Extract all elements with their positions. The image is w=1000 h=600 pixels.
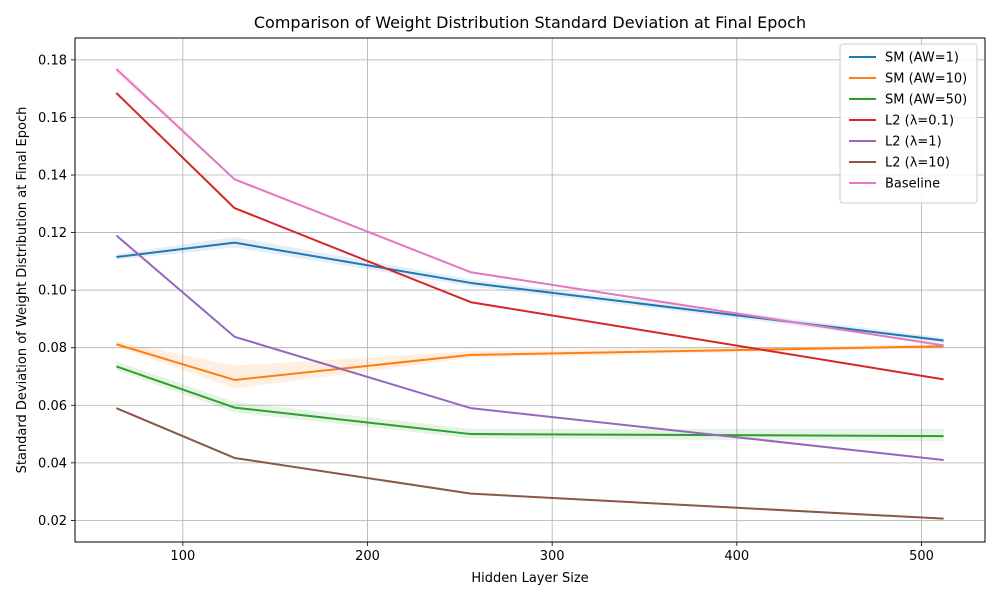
y-tick-label: 0.18 bbox=[38, 53, 67, 68]
axis-ticks: 100 200 300 400 500 0.02 0.04 0.06 0.08 0.10 0.12 0… bbox=[38, 53, 934, 564]
y-tick-label: 0.16 bbox=[38, 111, 67, 126]
y-tick-label: 0.08 bbox=[38, 341, 67, 356]
legend-label: L2 (λ=0.1) bbox=[885, 114, 954, 129]
x-tick-label: 200 bbox=[355, 549, 380, 564]
legend-label: SM (AW=50) bbox=[885, 93, 967, 108]
chart-title: Comparison of Weight Distribution Standa… bbox=[254, 13, 806, 32]
confidence-band bbox=[116, 361, 944, 442]
x-tick-label: 500 bbox=[909, 549, 934, 564]
x-tick-label: 300 bbox=[540, 549, 565, 564]
series-line bbox=[115, 92, 944, 381]
x-tick-label: 400 bbox=[724, 549, 749, 564]
y-tick-label: 0.14 bbox=[38, 169, 67, 184]
series-line bbox=[115, 234, 944, 461]
series-line bbox=[116, 343, 944, 381]
y-axis-label: Standard Deviation of Weight Distributio… bbox=[15, 107, 30, 474]
y-tick-label: 0.02 bbox=[38, 514, 67, 529]
legend-label: L2 (λ=10) bbox=[885, 156, 950, 171]
series-line bbox=[116, 241, 944, 342]
legend-box bbox=[839, 43, 978, 204]
confidence-band bbox=[116, 341, 944, 389]
legend: SM (AW=1) SM (AW=10) SM (AW=50) L2 (λ=0.1) L… bbox=[839, 43, 978, 204]
x-axis-label: Hidden Layer Size bbox=[471, 571, 588, 586]
series-lines bbox=[115, 68, 944, 520]
legend-label: SM (AW=10) bbox=[885, 72, 967, 87]
y-tick-label: 0.04 bbox=[38, 456, 67, 471]
x-tick-label: 100 bbox=[170, 549, 195, 564]
series-line bbox=[115, 68, 944, 347]
y-tick-label: 0.12 bbox=[38, 226, 67, 241]
legend-label: Baseline bbox=[885, 177, 940, 192]
y-tick-label: 0.10 bbox=[38, 284, 67, 299]
y-tick-label: 0.06 bbox=[38, 399, 67, 414]
series-line bbox=[115, 407, 944, 520]
series-line bbox=[116, 365, 944, 438]
legend-label: SM (AW=1) bbox=[885, 51, 959, 66]
legend-label: L2 (λ=1) bbox=[885, 135, 942, 150]
